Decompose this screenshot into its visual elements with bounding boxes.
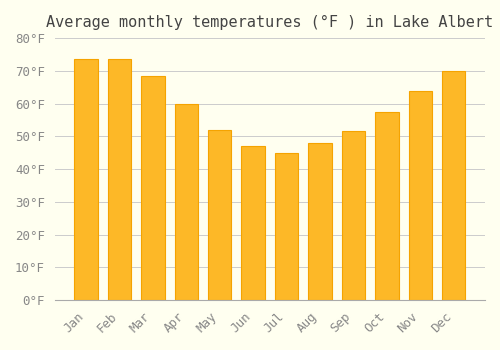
Bar	[108, 60, 131, 300]
Bar	[442, 71, 466, 300]
Bar	[275, 153, 298, 300]
Bar	[74, 60, 98, 300]
Bar	[174, 104, 198, 300]
Bar	[308, 143, 332, 300]
Bar	[342, 132, 365, 300]
Bar	[408, 91, 432, 300]
Bar	[141, 76, 165, 300]
Title: Average monthly temperatures (°F ) in Lake Albert: Average monthly temperatures (°F ) in La…	[46, 15, 494, 30]
Bar	[375, 112, 398, 300]
Bar	[208, 130, 232, 300]
Bar	[242, 146, 265, 300]
